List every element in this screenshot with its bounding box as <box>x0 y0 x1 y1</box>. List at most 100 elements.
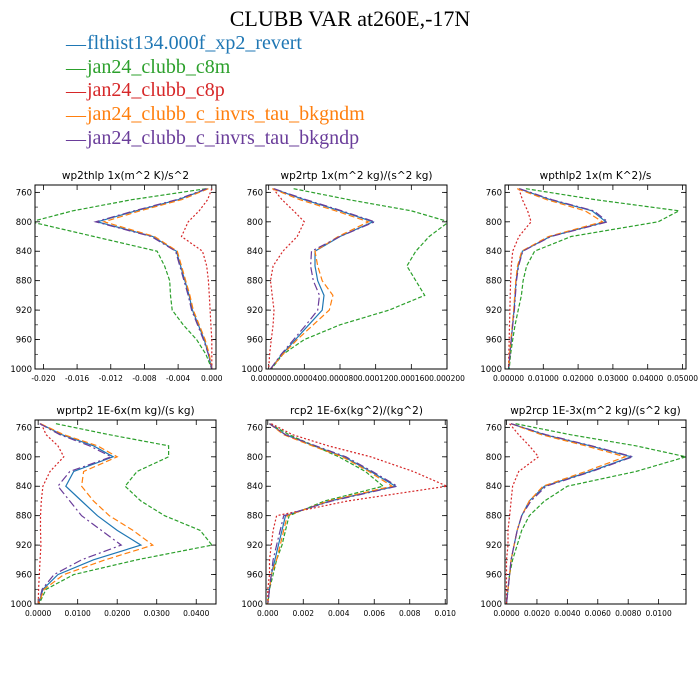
series-line <box>38 423 143 604</box>
y-tick-label: 960 <box>247 336 263 346</box>
x-tick-label: 0.000 <box>257 609 279 618</box>
x-tick-label: 0.0000 <box>25 609 51 618</box>
x-tick-label: 0.000 <box>201 374 223 383</box>
y-tick-label: 920 <box>247 306 263 316</box>
legend-label: jan24_clubb_c8m <box>87 55 231 78</box>
series-line <box>505 423 634 604</box>
legend-swatch: — <box>66 80 86 103</box>
x-tick-label: 0.000200 <box>429 374 465 383</box>
series-group <box>507 188 681 369</box>
figure-title: CLUBB VAR at260E,-17N <box>229 6 471 31</box>
y-tick-label: 840 <box>16 247 32 257</box>
y-tick-label: 960 <box>486 571 502 581</box>
x-tick-label: 0.004 <box>328 609 350 618</box>
series-group <box>37 423 214 604</box>
legend-swatch: — <box>66 56 86 79</box>
legend: — flthist134.000f_xp2_revert — jan24_club… <box>66 32 365 150</box>
x-tick-label: 0.0400 <box>183 609 209 618</box>
x-tick-label: 0.02000 <box>563 374 594 383</box>
x-tick-label: 0.0300 <box>144 609 170 618</box>
y-tick-label: 960 <box>486 336 502 346</box>
legend-label: jan24_clubb_c8p <box>87 79 225 102</box>
series-line <box>508 188 681 369</box>
y-tick-label: 880 <box>16 512 32 522</box>
series-group <box>267 423 447 604</box>
series-line <box>267 423 399 604</box>
series-line <box>270 188 371 369</box>
x-tick-label: -0.016 <box>65 374 89 383</box>
y-tick-label: 960 <box>16 336 32 346</box>
series-line <box>38 423 214 604</box>
x-tick-label: 0.0020 <box>524 609 550 618</box>
chart-panel: wprtp2 1E-6x(m kg)/(s kg) 760 800 840 880 920… <box>10 405 217 618</box>
y-tick-label: 840 <box>16 482 32 492</box>
legend-item: — jan24_clubb_c_invrs_tau_bkgndm <box>66 103 365 127</box>
x-tick-label: 0.000120 <box>358 374 394 383</box>
y-tick-label: 760 <box>247 188 263 198</box>
y-tick-label: 880 <box>247 512 263 522</box>
x-tick-label: -0.008 <box>132 374 156 383</box>
y-tick-label: 840 <box>486 482 502 492</box>
series-line <box>507 188 532 369</box>
legend-item: — jan24_clubb_c_invrs_tau_bkgndp <box>66 127 365 151</box>
y-tick-label: 840 <box>486 247 502 257</box>
y-tick-label: 880 <box>486 277 502 287</box>
x-tick-label: 0.000040 <box>286 374 322 383</box>
series-line <box>270 188 447 369</box>
series-line <box>508 188 610 369</box>
panel-title: wpthlp2 1x(m K^2)/s <box>540 170 652 182</box>
series-line <box>101 188 213 369</box>
series-line <box>267 423 385 604</box>
y-tick-label: 840 <box>247 247 263 257</box>
y-tick-label: 880 <box>16 277 32 287</box>
series-line <box>270 188 377 369</box>
series-line <box>35 188 213 369</box>
y-tick-label: 920 <box>16 306 32 316</box>
y-tick-label: 800 <box>247 218 263 228</box>
x-tick-label: -0.020 <box>31 374 55 383</box>
y-tick-label: 1000 <box>241 600 263 610</box>
series-line <box>38 423 155 604</box>
plot-frame <box>504 184 687 370</box>
y-tick-label: 880 <box>247 277 263 287</box>
series-line <box>505 423 540 604</box>
x-tick-label: 0.0080 <box>615 609 641 618</box>
x-tick-label: 0.0040 <box>554 609 580 618</box>
y-tick-label: 760 <box>16 423 32 433</box>
legend-item: — jan24_clubb_c8p <box>66 79 365 103</box>
x-tick-label: 0.05000 <box>667 374 698 383</box>
y-tick-label: 800 <box>16 218 32 228</box>
chart-panel: rcp2 1E-6x(kg^2)/(kg^2) 760 800 840 880 920 96… <box>241 405 456 618</box>
y-tick-label: 760 <box>486 423 502 433</box>
series-line <box>267 423 447 604</box>
y-tick-label: 920 <box>486 306 502 316</box>
y-tick-label: 920 <box>16 541 32 551</box>
x-tick-label: 0.03000 <box>597 374 628 383</box>
x-tick-label: 0.000080 <box>322 374 358 383</box>
x-tick-label: 0.0100 <box>645 609 671 618</box>
series-line <box>505 423 628 604</box>
panel-title: wp2thlp 1x(m^2 K)/s^2 <box>62 170 189 182</box>
series-line <box>508 188 608 369</box>
x-tick-label: 0.006 <box>364 609 386 618</box>
plot-frame <box>504 419 687 605</box>
legend-label: flthist134.000f_xp2_revert <box>87 32 302 54</box>
y-tick-label: 800 <box>16 453 32 463</box>
y-tick-label: 800 <box>247 453 263 463</box>
plot-frame <box>34 419 217 605</box>
y-tick-label: 760 <box>16 188 32 198</box>
x-tick-label: 0.002 <box>293 609 315 618</box>
legend-swatch: — <box>66 104 86 127</box>
series-line <box>93 188 213 369</box>
x-tick-label: -0.004 <box>166 374 190 383</box>
panel-title: wprtp2 1E-6x(m kg)/(s kg) <box>56 405 194 417</box>
y-tick-label: 920 <box>247 541 263 551</box>
x-tick-label: 0.010 <box>434 609 456 618</box>
x-tick-label: 0.000160 <box>393 374 429 383</box>
x-tick-label: -0.012 <box>99 374 123 383</box>
series-line <box>268 188 306 369</box>
chart-panel: wp2rcp 1E-3x(m^2 kg)/(s^2 kg) 760 800 840 88… <box>480 405 687 618</box>
y-tick-label: 880 <box>486 512 502 522</box>
